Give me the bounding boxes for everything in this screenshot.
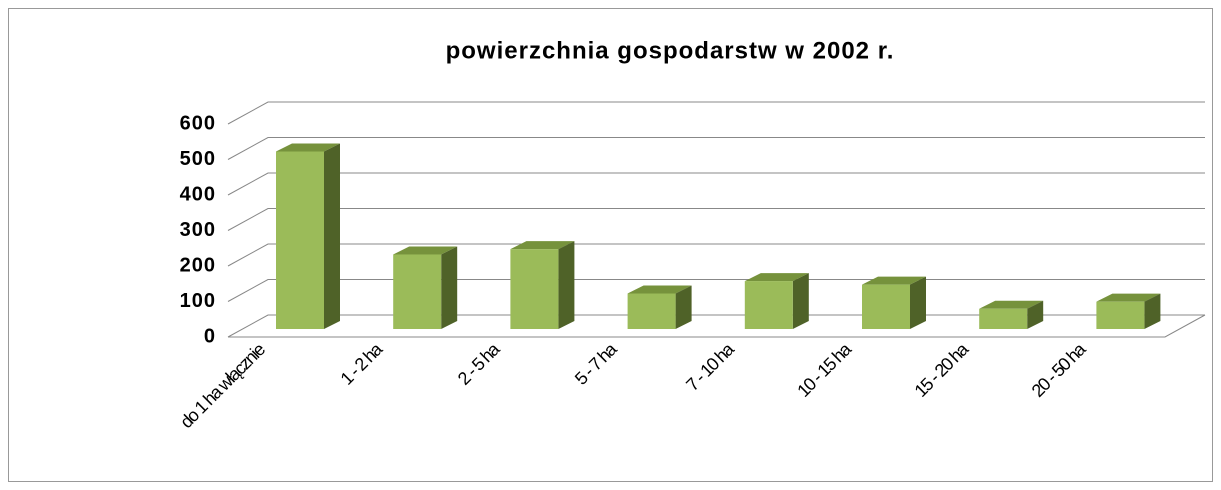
y-tick-label: 600 (180, 112, 216, 134)
bar-top (510, 241, 575, 250)
y-tick-label: 0 (204, 325, 216, 347)
bar-side (1027, 300, 1044, 329)
bar (1096, 301, 1145, 329)
bar (744, 281, 793, 329)
y-tick-label: 100 (180, 290, 216, 312)
bar-top (979, 300, 1044, 309)
floor-edge (228, 314, 1206, 338)
bar-top (627, 285, 692, 294)
bar-top (1096, 293, 1161, 302)
bar (393, 254, 442, 329)
bar (627, 293, 676, 329)
y-tick-label: 200 (180, 254, 216, 276)
y-tick-label: 400 (180, 183, 216, 205)
grid-line (227, 172, 1205, 196)
bar-side (792, 273, 809, 329)
bar (979, 308, 1028, 329)
bar-side (1144, 293, 1161, 329)
y-tick-label: 300 (180, 219, 216, 241)
bar (862, 284, 910, 329)
bar-side (441, 246, 458, 329)
bar-side (324, 143, 340, 329)
bar-top (276, 143, 340, 152)
chart-title: powierzchnia gospodarstw w 2002 r. (446, 37, 895, 64)
y-tick-label: 500 (180, 148, 216, 170)
bar-side (910, 276, 926, 329)
grid-line (227, 208, 1205, 231)
bar-top (862, 276, 926, 285)
bar-side (558, 241, 575, 329)
chart-border (8, 8, 1213, 482)
bar-side (675, 285, 692, 329)
grid-line (227, 137, 1205, 160)
grid-line (227, 101, 1205, 125)
bar-top (744, 273, 809, 282)
bar (276, 151, 324, 329)
bar-top (393, 246, 458, 255)
grid-line (227, 243, 1205, 267)
bar (510, 249, 559, 329)
